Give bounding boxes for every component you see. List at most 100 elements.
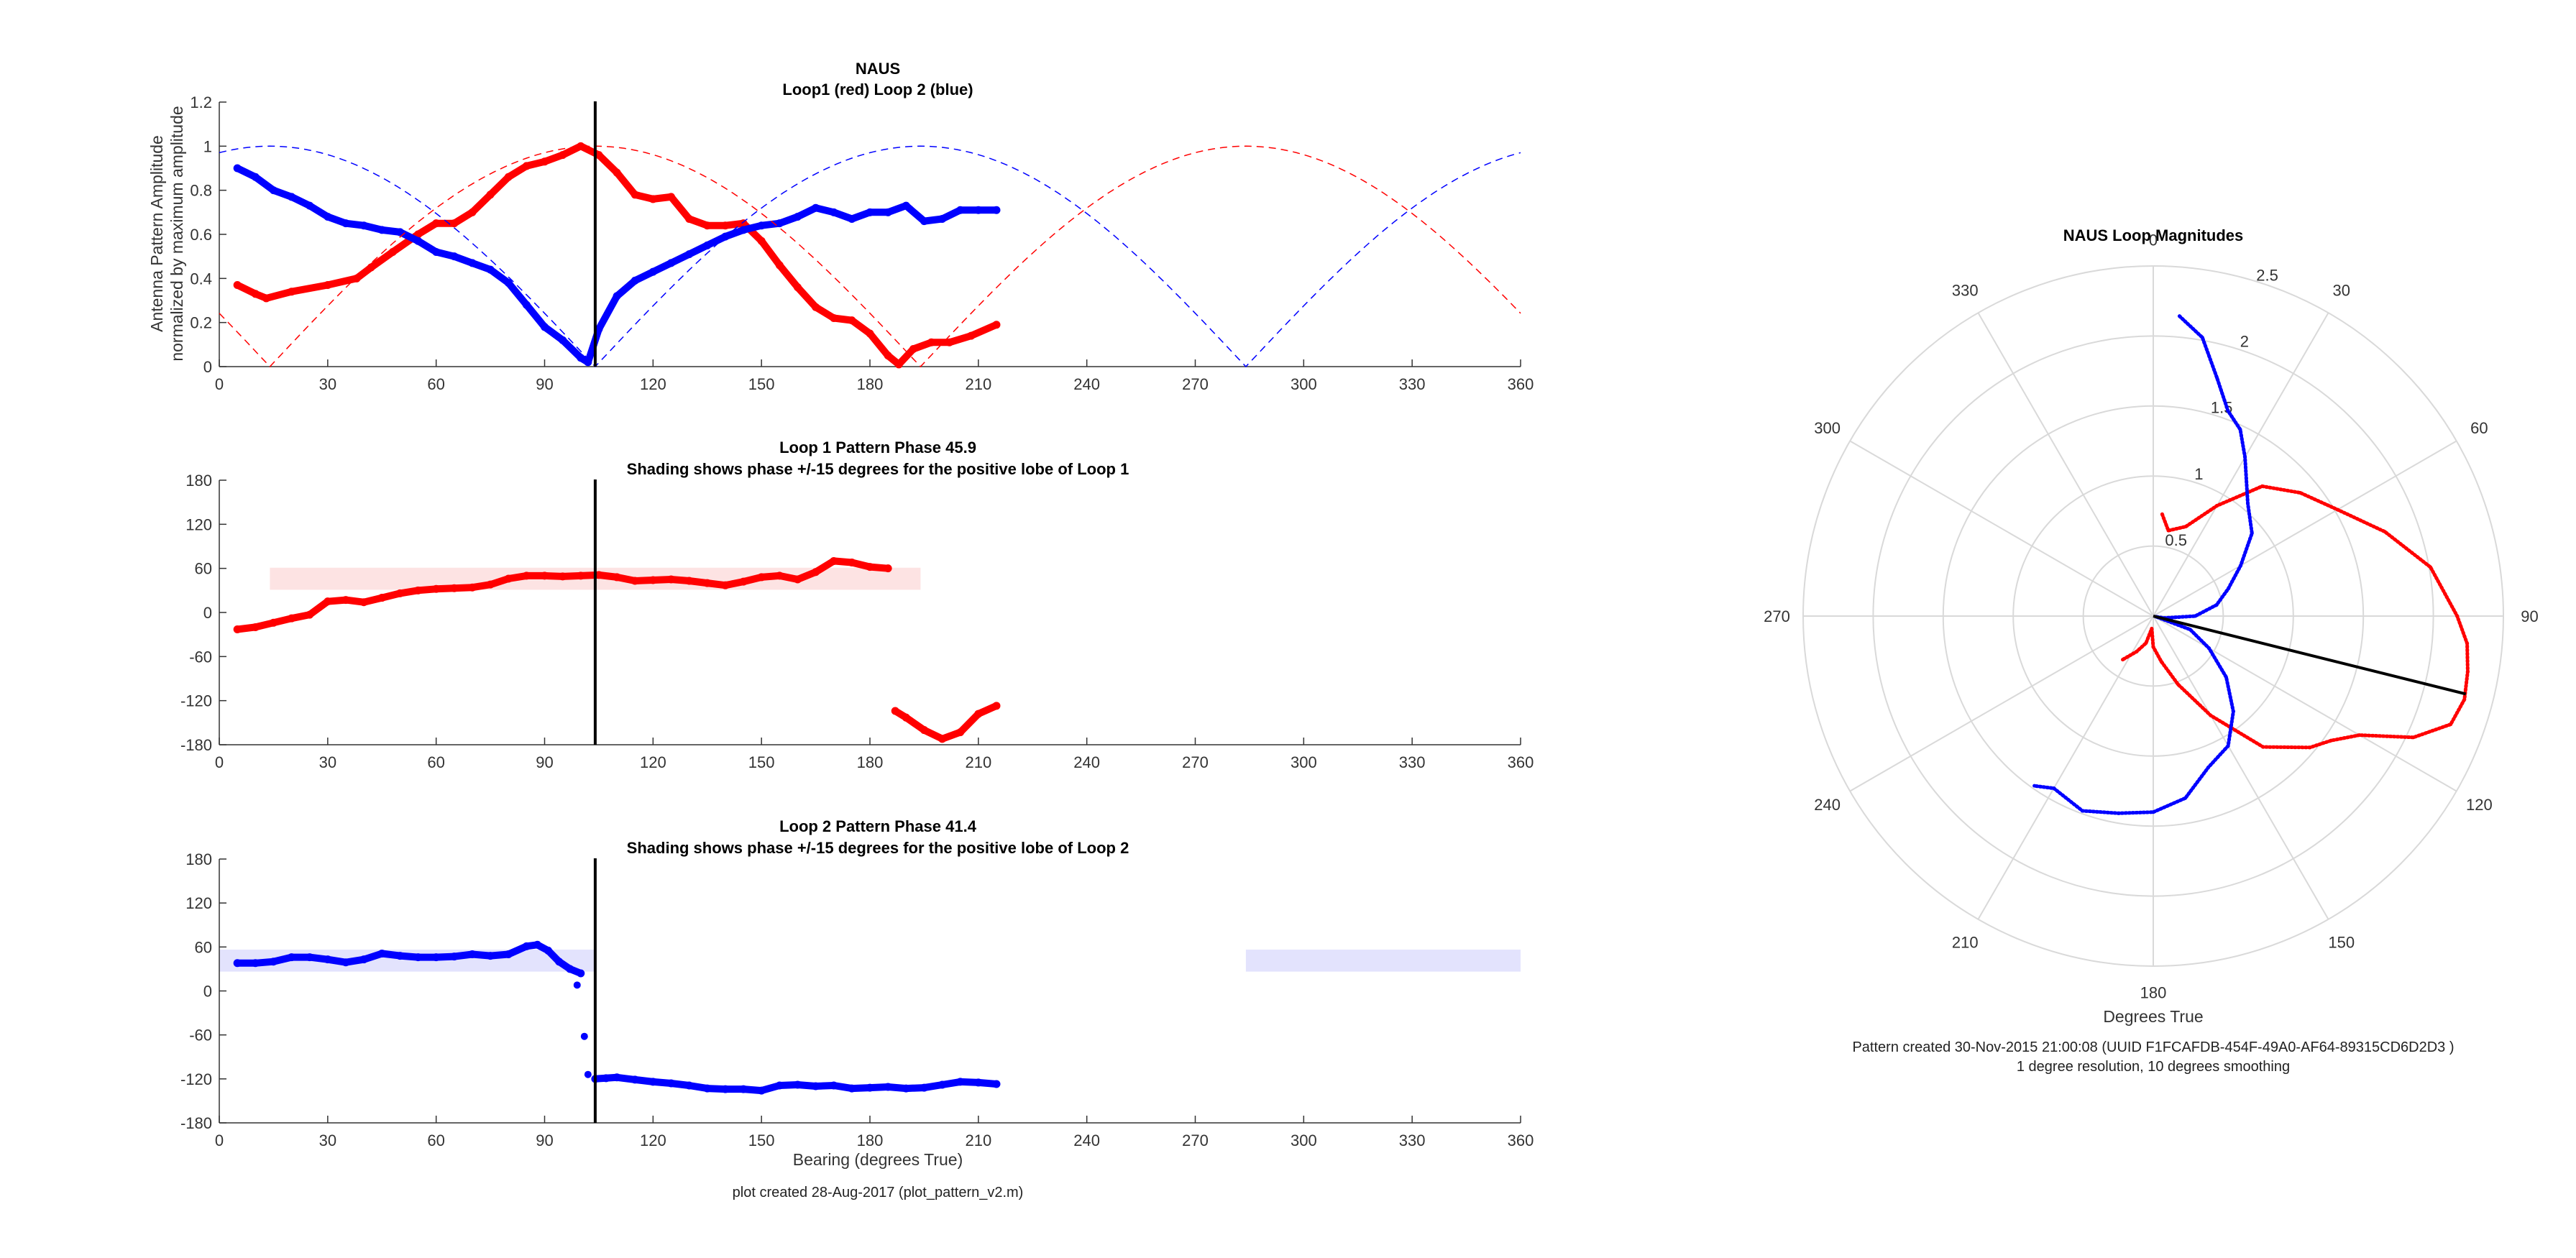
phase2-series-loop-2-phase-line	[234, 941, 585, 977]
polar-series-loop-2-point	[2238, 427, 2242, 431]
phase2-series-loop-2-phase-low--point	[631, 1075, 639, 1084]
amplitude-series-loop-2-point	[577, 354, 585, 362]
phase2-series-loop-2-phase-point	[533, 940, 541, 949]
phase2-series-loop-2-phase-low--point	[992, 1080, 1001, 1088]
phase2-series-loop-2-phase-point	[395, 952, 404, 960]
phase2-series-loop-2-phase-point	[233, 959, 242, 968]
phase1-ytick-label: -120	[180, 692, 212, 710]
phase2-xtick-label: 270	[1182, 1131, 1209, 1149]
phase2-ytick-label: 60	[195, 938, 212, 956]
phase2-series-loop-2-phase-low--point	[812, 1082, 820, 1091]
phase2-series-loop-2-phase-low--point	[739, 1085, 748, 1093]
amplitude-xtick-label: 210	[965, 375, 991, 393]
phase2-ytick-label: -180	[180, 1114, 212, 1132]
phase1-series-loop-1-phase-point	[739, 577, 748, 586]
phase2-series-loop-2-phase-low--point	[703, 1084, 712, 1093]
phase1-xtick-label: 90	[536, 753, 553, 771]
polar-series-loop1-point	[2209, 713, 2213, 717]
amplitude-series-loop1-point	[739, 219, 748, 228]
phase1-series-loop-1-phase-point	[631, 577, 639, 585]
phase1-series-loop-1-phase-point	[251, 623, 260, 631]
phase1-ytick-label: -180	[180, 736, 212, 754]
amplitude-series-loop1-point	[648, 195, 657, 203]
polar-series-loop1-point	[2160, 512, 2164, 516]
polar-series-loop1-point	[2298, 490, 2302, 495]
polar-series-loop1-point	[2411, 735, 2416, 740]
polar-series-loop-2-line	[2032, 314, 2254, 815]
phase1-series-loop-1-phase-wrapped--point	[956, 728, 965, 737]
phase1-xtick-label: 240	[1073, 753, 1100, 771]
amplitude-series-loop-2-point	[233, 164, 242, 173]
amplitude-xtick-label: 360	[1508, 375, 1534, 393]
loop1-phase-panel: Loop 1 Pattern Phase 45.9 Shading shows …	[180, 439, 1534, 771]
polar-theta-label: 180	[2140, 984, 2167, 1002]
phase1-ytick-label: 180	[185, 472, 212, 490]
phase2-series-loop-2-phase-low--point	[956, 1078, 965, 1086]
amplitude-series-loop1-point	[793, 283, 802, 292]
amplitude-series-loop-2-point	[342, 219, 350, 228]
amplitude-series-loop1-point	[894, 360, 903, 369]
polar-spoke	[2153, 440, 2457, 617]
phase2-series-loop-2-phase-point	[504, 950, 513, 959]
amplitude-series-loop-2-point	[324, 212, 332, 221]
amplitude-series-loop-2-point	[974, 206, 983, 214]
phase2-ytick-label: 180	[185, 850, 212, 868]
polar-series-loop1-point	[2121, 658, 2125, 662]
amplitude-series-loop-2-point	[613, 292, 621, 300]
phase1-xtick-label: 300	[1291, 753, 1317, 771]
phase1-series-loop-1-phase-point	[504, 574, 513, 583]
phase2-series-loop-2-phase-point	[577, 969, 585, 978]
amplitude-xtick-label: 30	[319, 375, 336, 393]
phase1-series-loop-1-phase-point	[757, 573, 766, 582]
polar-series-loop1-point	[2335, 508, 2339, 512]
phase2-xtick-label: 0	[215, 1131, 224, 1149]
phase2-series-loop-2-phase-low--point	[648, 1078, 657, 1086]
amplitude-series-loop-2-point	[269, 186, 278, 195]
amplitude-series-loop1-point	[927, 338, 935, 346]
polar-xlabel: Degrees True	[2103, 1007, 2203, 1026]
phase1-xtick-label: 270	[1182, 753, 1209, 771]
polar-series-loop1-point	[2183, 525, 2188, 529]
phase2-series-loop-2-phase-point	[555, 958, 564, 966]
polar-series-loop-2-point	[2207, 646, 2211, 651]
phase2-series-loop-2-phase-low--point	[685, 1081, 694, 1090]
polar-series-loop1-point	[2429, 565, 2433, 569]
amplitude-series-loop1-point	[541, 157, 549, 166]
phase2-ytick-label: 120	[185, 894, 212, 912]
polar-theta-label: 150	[2328, 933, 2355, 951]
polar-series-loop1-point	[2135, 649, 2139, 653]
polar-series-loop-2-point	[2226, 744, 2230, 748]
phase1-xtick-label: 60	[427, 753, 444, 771]
phase2-series-loop-2-phase-point	[450, 952, 459, 961]
amplitude-series-loop-2-point	[251, 173, 260, 181]
phase1-series-loop-1-phase-point	[685, 577, 694, 585]
polar-series-loop-2-point	[2183, 796, 2188, 800]
amplitude-series-loop1-point	[522, 162, 531, 170]
phase2-series-loop-2-phase-low--point	[775, 1081, 784, 1090]
phase2-xtick-label: 60	[427, 1131, 444, 1149]
amplitude-series-loop-2-point	[541, 323, 549, 331]
amplitude-ytick-label: 1.2	[190, 93, 212, 111]
phase2-series-loop-2-phase-low--point	[866, 1083, 874, 1092]
polar-series-loop-2-point	[2226, 587, 2230, 591]
amplitude-series-loop1-point	[468, 208, 477, 216]
phase2-series-loop-2-phase-low--point	[613, 1073, 621, 1082]
phase2-series-loop-2-phase-point	[269, 958, 278, 966]
phase2-xtick-label: 300	[1291, 1131, 1317, 1149]
phase2-xtick-label: 240	[1073, 1131, 1100, 1149]
phase1-series-loop-1-phase-point	[595, 571, 603, 579]
amplitude-series-loop-2-point	[938, 215, 947, 224]
polar-series-loop-2-point	[2032, 784, 2037, 788]
amplitude-series-loop1-point	[666, 193, 675, 201]
phase2-series-loop-2-phase-low--point	[757, 1086, 766, 1095]
amplitude-xtick-label: 120	[640, 375, 666, 393]
phase1-xtick-label: 360	[1508, 753, 1534, 771]
phase1-series-loop-1-phase-point	[486, 580, 495, 589]
phase1-xtick-label: 180	[857, 753, 884, 771]
amplitude-series-loop1-point	[884, 352, 892, 360]
polar-series-loop1-point	[2151, 645, 2155, 649]
polar-theta-label: 60	[2470, 419, 2488, 437]
phase1-series-loop-1-phase-point	[848, 558, 856, 566]
phase1-series-loop-1-phase-point	[342, 596, 350, 605]
amplitude-series-loop-2-point	[812, 203, 820, 212]
